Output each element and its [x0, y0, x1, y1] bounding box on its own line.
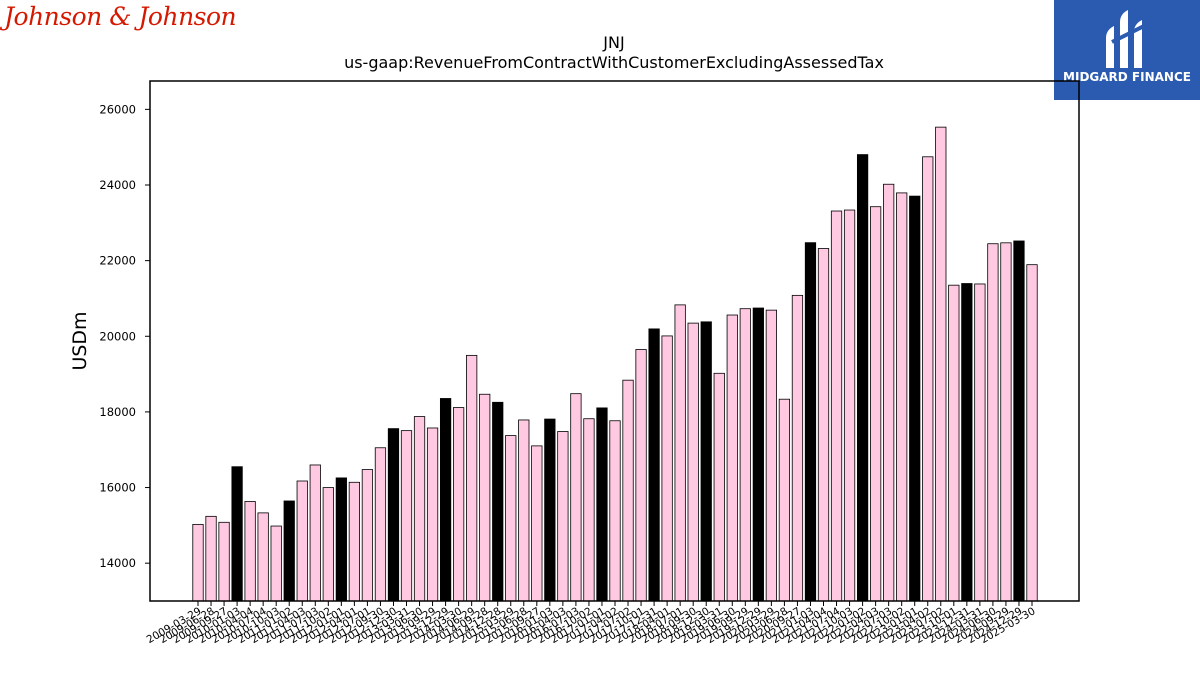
bar-2020-09-27 — [791, 294, 804, 602]
bar-2018-04-01 — [661, 335, 673, 602]
johnson-and-johnson-logo: Johnson & Johnson — [4, 2, 237, 31]
bar-2017-04-02 — [609, 420, 621, 602]
bar-2020-06-28 — [778, 398, 791, 602]
bar-2016-10-02 — [583, 418, 595, 602]
chart-title: JNJ — [602, 33, 624, 52]
y-tick-label: 14000 — [99, 556, 136, 570]
bar-2021-07-04 — [830, 210, 843, 602]
bar-2015-06-28 — [518, 419, 530, 602]
midgard-mark-icon — [1106, 10, 1149, 68]
bar-2011-01-02 — [283, 500, 295, 602]
bar-2022-10-02 — [896, 192, 908, 602]
bar-2013-12-29 — [439, 398, 452, 602]
bar-2017-01-01 — [596, 407, 608, 602]
bar-2024-09-29 — [1000, 242, 1012, 602]
bar-2013-06-30 — [413, 416, 426, 602]
bar-2017-07-02 — [622, 379, 634, 602]
bar-2013-09-29 — [426, 427, 439, 602]
bar-2010-04-04 — [244, 501, 256, 602]
bar-2022-04-03 — [870, 206, 882, 602]
bar-2021-10-03 — [843, 209, 856, 602]
y-tick-label: 20000 — [99, 329, 136, 343]
y-tick-label: 16000 — [99, 481, 136, 495]
bar-2010-10-03 — [270, 525, 282, 602]
y-tick-label: 26000 — [99, 102, 136, 116]
bar-2017-10-01 — [635, 349, 647, 602]
midgard-finance-logo: MIDGARD FINANCE — [1054, 0, 1200, 100]
bar-2009-09-27 — [218, 521, 230, 602]
bar-2023-12-31 — [961, 283, 973, 602]
y-tick-label: 18000 — [99, 405, 136, 419]
bar-2011-04-03 — [296, 480, 308, 602]
bar-2022-01-02 — [856, 154, 869, 602]
bar-2016-07-03 — [570, 393, 582, 602]
y-axis-label: USDm — [69, 311, 91, 370]
bar-2019-06-30 — [726, 314, 738, 602]
bar-2015-09-27 — [531, 445, 543, 602]
bar-2018-07-01 — [674, 304, 686, 602]
bar-2019-12-29 — [752, 307, 764, 602]
bar-2012-01-01 — [335, 477, 347, 602]
bar-2012-07-01 — [361, 469, 374, 602]
bar-2009-03-29 — [192, 523, 204, 602]
bar-2023-04-02 — [922, 156, 934, 602]
bar-2012-09-30 — [374, 447, 387, 602]
bar-2010-07-04 — [257, 512, 269, 602]
bar-2024-12-29 — [1013, 240, 1025, 602]
bar-2016-04-03 — [557, 431, 569, 602]
y-tick-label: 24000 — [99, 178, 136, 192]
bar-2014-12-28 — [492, 401, 504, 602]
bar-2011-07-03 — [309, 464, 321, 602]
bar-2021-01-03 — [804, 242, 817, 602]
bar-2022-07-03 — [883, 183, 895, 602]
bar-2014-06-29 — [466, 354, 478, 602]
bar-2015-03-29 — [505, 435, 517, 602]
bar-2023-01-01 — [909, 195, 921, 602]
bar-2025-03-30 — [1026, 264, 1038, 602]
bar-2014-09-28 — [479, 393, 491, 602]
plot-frame — [149, 80, 1080, 602]
bar-2016-01-03 — [544, 418, 556, 602]
bar-2011-10-02 — [322, 487, 334, 602]
bar-2018-12-30 — [700, 321, 712, 602]
bar-2017-12-31 — [648, 328, 660, 602]
bar-2012-04-01 — [348, 481, 360, 602]
y-tick-label: 22000 — [99, 254, 136, 268]
bar-2019-03-31 — [713, 372, 725, 602]
bar-2010-01-03 — [231, 466, 243, 602]
bar-2009-06-28 — [205, 515, 217, 602]
bar-2012-12-30 — [387, 428, 400, 602]
bar-2023-07-02 — [935, 126, 947, 602]
bar-2014-03-30 — [453, 407, 465, 602]
bar-2018-09-30 — [687, 322, 699, 602]
midgard-finance-wordmark: MIDGARD FINANCE — [1063, 70, 1191, 84]
bar-2024-06-30 — [987, 243, 999, 602]
bar-2024-03-31 — [974, 283, 986, 602]
bar-2013-03-31 — [400, 430, 413, 602]
bar-2020-03-29 — [765, 309, 777, 602]
chart-subtitle: us-gaap:RevenueFromContractWithCustomerE… — [344, 53, 884, 72]
bar-2021-04-04 — [817, 248, 830, 602]
bar-2019-09-29 — [739, 308, 751, 602]
bar-2023-10-01 — [948, 284, 960, 602]
